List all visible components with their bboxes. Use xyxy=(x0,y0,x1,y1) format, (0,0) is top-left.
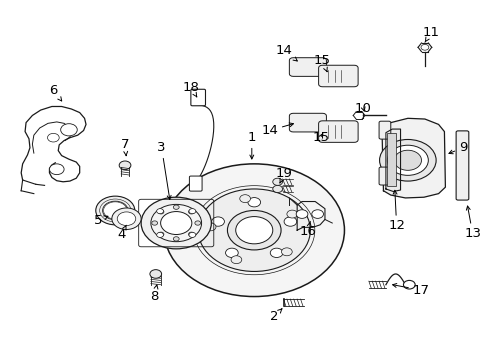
Circle shape xyxy=(272,178,282,185)
Circle shape xyxy=(112,208,141,229)
Text: 19: 19 xyxy=(276,167,292,183)
Circle shape xyxy=(173,237,179,241)
Circle shape xyxy=(49,164,64,175)
Text: 17: 17 xyxy=(392,284,428,297)
Polygon shape xyxy=(297,202,325,230)
Text: 14: 14 xyxy=(261,123,293,137)
Text: 8: 8 xyxy=(150,285,158,303)
Circle shape xyxy=(188,209,195,214)
Circle shape xyxy=(379,139,435,181)
Text: 15: 15 xyxy=(311,131,328,144)
Circle shape xyxy=(225,248,238,257)
Circle shape xyxy=(296,210,307,219)
Text: 3: 3 xyxy=(157,141,171,199)
FancyBboxPatch shape xyxy=(289,58,326,76)
Circle shape xyxy=(119,161,131,170)
Circle shape xyxy=(230,256,241,264)
Text: 14: 14 xyxy=(276,44,297,61)
FancyBboxPatch shape xyxy=(318,121,357,142)
Circle shape xyxy=(311,210,323,219)
Circle shape xyxy=(286,210,297,218)
Circle shape xyxy=(156,209,163,214)
Circle shape xyxy=(239,195,250,203)
Polygon shape xyxy=(381,118,445,198)
Circle shape xyxy=(150,270,161,278)
Circle shape xyxy=(270,248,283,257)
Circle shape xyxy=(403,280,414,289)
Text: 2: 2 xyxy=(269,309,282,324)
Circle shape xyxy=(160,212,191,234)
Text: 16: 16 xyxy=(299,221,316,238)
Circle shape xyxy=(284,217,296,226)
Circle shape xyxy=(163,164,344,297)
FancyBboxPatch shape xyxy=(378,121,390,139)
Text: 1: 1 xyxy=(247,131,256,159)
FancyBboxPatch shape xyxy=(318,65,357,87)
FancyBboxPatch shape xyxy=(189,176,202,191)
Circle shape xyxy=(235,217,272,244)
Circle shape xyxy=(102,201,128,220)
FancyBboxPatch shape xyxy=(378,167,390,185)
Circle shape xyxy=(194,221,200,225)
Circle shape xyxy=(294,64,302,70)
Circle shape xyxy=(393,150,421,170)
Circle shape xyxy=(47,134,59,142)
Circle shape xyxy=(156,233,163,237)
Text: 4: 4 xyxy=(117,225,126,241)
Text: 10: 10 xyxy=(354,102,371,115)
Text: 5: 5 xyxy=(94,214,108,227)
Circle shape xyxy=(198,189,310,271)
Text: 6: 6 xyxy=(49,84,61,101)
Circle shape xyxy=(420,44,428,50)
Circle shape xyxy=(141,197,211,249)
FancyBboxPatch shape xyxy=(289,113,326,132)
Circle shape xyxy=(205,223,216,231)
Circle shape xyxy=(211,217,224,226)
Circle shape xyxy=(194,91,201,96)
Circle shape xyxy=(247,198,260,207)
Polygon shape xyxy=(385,129,400,192)
Circle shape xyxy=(117,212,136,226)
Circle shape xyxy=(158,232,163,237)
Circle shape xyxy=(281,248,292,256)
Circle shape xyxy=(151,221,157,225)
Circle shape xyxy=(61,124,77,136)
Text: 9: 9 xyxy=(448,141,466,154)
Text: 18: 18 xyxy=(182,81,199,97)
Circle shape xyxy=(188,233,195,237)
Text: 11: 11 xyxy=(422,27,438,42)
Text: 15: 15 xyxy=(313,54,330,72)
Circle shape xyxy=(158,210,163,214)
Circle shape xyxy=(173,205,179,209)
FancyBboxPatch shape xyxy=(455,131,468,200)
Text: 7: 7 xyxy=(121,138,129,156)
Text: 13: 13 xyxy=(463,206,480,240)
FancyBboxPatch shape xyxy=(386,133,395,186)
Circle shape xyxy=(272,185,282,193)
Circle shape xyxy=(294,120,302,126)
Circle shape xyxy=(291,62,305,72)
Circle shape xyxy=(188,210,194,214)
Circle shape xyxy=(291,118,305,128)
FancyBboxPatch shape xyxy=(190,89,205,106)
Circle shape xyxy=(96,196,135,225)
Circle shape xyxy=(151,204,201,242)
Circle shape xyxy=(227,211,281,250)
Text: 12: 12 xyxy=(387,190,404,233)
Circle shape xyxy=(386,145,427,175)
Circle shape xyxy=(188,232,194,237)
